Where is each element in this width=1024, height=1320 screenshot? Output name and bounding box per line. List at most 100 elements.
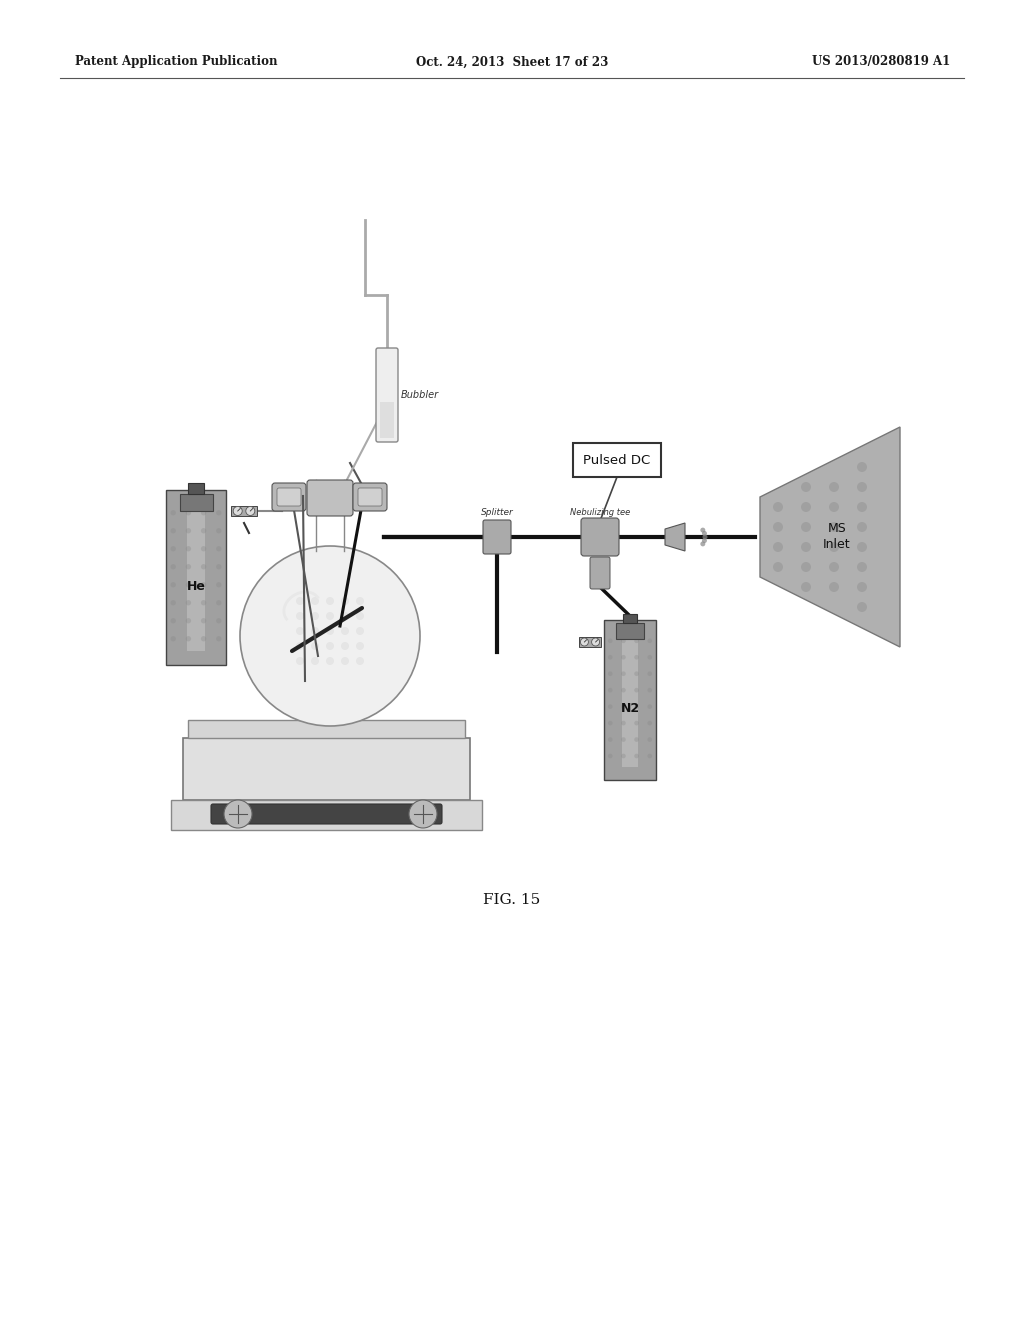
Circle shape: [185, 601, 191, 606]
Circle shape: [608, 688, 612, 693]
Circle shape: [185, 636, 191, 642]
Circle shape: [647, 737, 652, 742]
FancyBboxPatch shape: [358, 488, 382, 506]
Bar: [166, 490, 226, 665]
Circle shape: [185, 618, 191, 623]
Circle shape: [701, 531, 707, 536]
Circle shape: [634, 639, 639, 643]
Circle shape: [647, 688, 652, 693]
FancyBboxPatch shape: [353, 483, 387, 511]
Circle shape: [216, 528, 221, 533]
Circle shape: [857, 562, 867, 572]
Circle shape: [201, 636, 206, 642]
Circle shape: [801, 582, 811, 591]
Circle shape: [171, 546, 176, 552]
Circle shape: [216, 510, 221, 515]
Circle shape: [647, 655, 652, 660]
Bar: [615, 623, 644, 639]
FancyBboxPatch shape: [581, 517, 618, 556]
Circle shape: [296, 657, 304, 665]
Circle shape: [356, 612, 364, 620]
Circle shape: [647, 721, 652, 726]
Circle shape: [216, 636, 221, 642]
FancyBboxPatch shape: [278, 488, 301, 506]
Circle shape: [581, 638, 589, 645]
Circle shape: [622, 721, 626, 726]
Circle shape: [171, 528, 176, 533]
Bar: [231, 506, 257, 516]
Circle shape: [216, 618, 221, 623]
Circle shape: [634, 655, 639, 660]
FancyBboxPatch shape: [307, 480, 353, 516]
Circle shape: [201, 510, 206, 515]
Circle shape: [246, 507, 255, 516]
Circle shape: [647, 639, 652, 643]
Circle shape: [233, 507, 243, 516]
Circle shape: [171, 601, 176, 606]
Text: Oct. 24, 2013  Sheet 17 of 23: Oct. 24, 2013 Sheet 17 of 23: [416, 55, 608, 69]
Bar: [579, 638, 601, 647]
Circle shape: [311, 642, 319, 649]
Circle shape: [296, 627, 304, 635]
Circle shape: [201, 601, 206, 606]
Circle shape: [701, 539, 707, 543]
Circle shape: [608, 672, 612, 676]
Circle shape: [634, 705, 639, 709]
Bar: [183, 738, 470, 800]
Circle shape: [356, 657, 364, 665]
Circle shape: [700, 528, 706, 532]
FancyBboxPatch shape: [272, 483, 306, 511]
Circle shape: [201, 618, 206, 623]
Circle shape: [829, 562, 839, 572]
Text: Nebulizing tee: Nebulizing tee: [570, 508, 630, 517]
Circle shape: [216, 564, 221, 569]
Circle shape: [341, 597, 349, 605]
Circle shape: [829, 482, 839, 492]
Circle shape: [622, 639, 626, 643]
Circle shape: [171, 564, 176, 569]
Circle shape: [622, 754, 626, 758]
Bar: [623, 614, 637, 623]
Text: FIG. 15: FIG. 15: [483, 894, 541, 907]
Circle shape: [608, 655, 612, 660]
Circle shape: [216, 582, 221, 587]
Circle shape: [185, 564, 191, 569]
Circle shape: [801, 482, 811, 492]
FancyBboxPatch shape: [376, 348, 398, 442]
Bar: [187, 483, 205, 494]
Circle shape: [622, 705, 626, 709]
Circle shape: [829, 582, 839, 591]
Circle shape: [857, 602, 867, 612]
Bar: [380, 403, 394, 438]
Circle shape: [216, 546, 221, 552]
Circle shape: [829, 521, 839, 532]
Circle shape: [341, 642, 349, 649]
Text: Pulsed DC: Pulsed DC: [584, 454, 650, 466]
FancyBboxPatch shape: [483, 520, 511, 554]
Circle shape: [801, 543, 811, 552]
Circle shape: [341, 627, 349, 635]
Circle shape: [171, 618, 176, 623]
Circle shape: [647, 672, 652, 676]
Circle shape: [201, 564, 206, 569]
Circle shape: [801, 502, 811, 512]
Circle shape: [634, 737, 639, 742]
Circle shape: [857, 462, 867, 473]
Bar: [179, 494, 213, 511]
Circle shape: [185, 546, 191, 552]
Circle shape: [326, 612, 334, 620]
Circle shape: [857, 502, 867, 512]
Circle shape: [773, 562, 783, 572]
Circle shape: [409, 800, 437, 828]
Circle shape: [171, 636, 176, 642]
Text: US 2013/0280819 A1: US 2013/0280819 A1: [812, 55, 950, 69]
Circle shape: [634, 688, 639, 693]
Circle shape: [356, 597, 364, 605]
Circle shape: [326, 642, 334, 649]
Circle shape: [311, 597, 319, 605]
Circle shape: [216, 601, 221, 606]
Circle shape: [622, 672, 626, 676]
Circle shape: [341, 612, 349, 620]
FancyBboxPatch shape: [211, 804, 442, 824]
Circle shape: [622, 655, 626, 660]
